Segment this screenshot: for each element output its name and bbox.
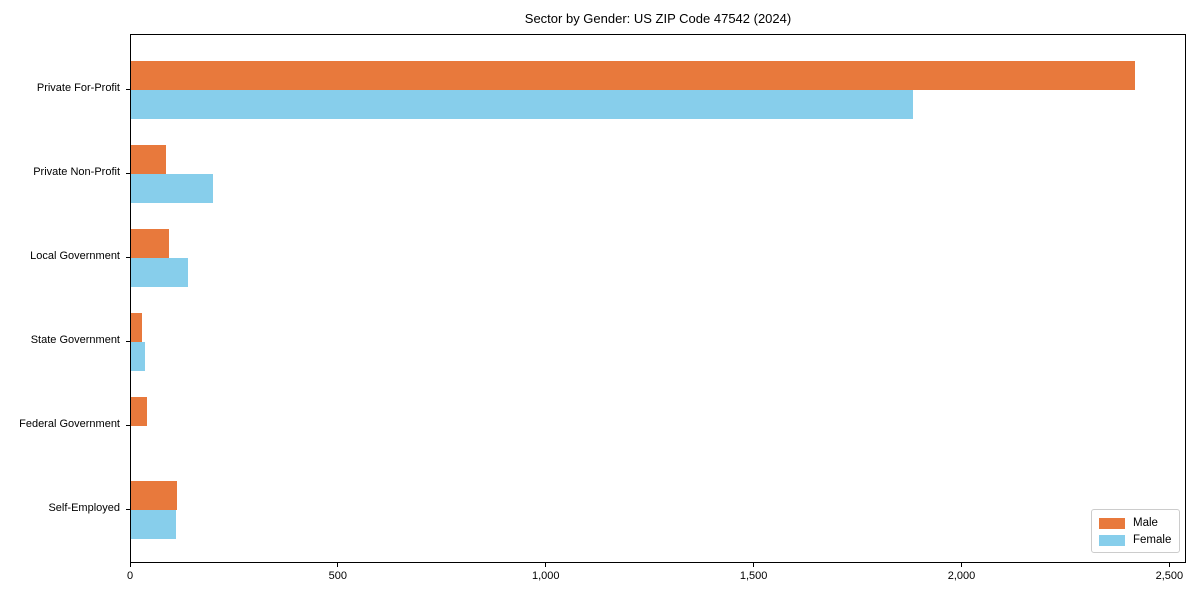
bar-female-private-for-profit xyxy=(131,89,913,119)
legend: Male Female xyxy=(1091,509,1180,553)
y-tick-mark xyxy=(126,172,130,174)
legend-swatch-female xyxy=(1099,534,1125,546)
legend-item-male: Male xyxy=(1099,515,1172,531)
x-tick-label-0: 0 xyxy=(126,570,134,582)
x-tick-label-500: 500 xyxy=(328,570,348,582)
x-tick-mark xyxy=(545,563,547,567)
legend-item-female: Female xyxy=(1099,532,1172,548)
x-tick-mark xyxy=(960,563,962,567)
bar-female-state-government xyxy=(131,342,145,371)
x-tick-label-2000: 2,000 xyxy=(947,570,976,582)
legend-label-female: Female xyxy=(1133,534,1172,546)
y-tick-mark xyxy=(126,256,130,258)
bar-male-local-government xyxy=(131,228,170,258)
x-tick-mark xyxy=(337,563,339,567)
x-tick-label-2500: 2,500 xyxy=(1155,570,1184,582)
y-tick-mark xyxy=(126,341,130,342)
x-tick-mark xyxy=(129,563,131,567)
y-axis-label-federal-government: Federal Government xyxy=(19,418,120,431)
bar-male-private-for-profit xyxy=(131,60,1136,90)
bar-female-self-employed xyxy=(131,510,176,540)
bar-male-self-employed xyxy=(131,481,177,511)
x-tick-mark xyxy=(753,563,755,567)
x-tick-label-1000: 1,000 xyxy=(531,570,560,582)
bar-female-private-non-profit xyxy=(131,173,213,203)
x-tick-label-1500: 1,500 xyxy=(739,570,768,582)
bar-male-federal-government xyxy=(131,397,147,427)
legend-swatch-male xyxy=(1099,517,1125,529)
y-axis-label-private-for-profit: Private For-Profit xyxy=(36,81,120,94)
bar-male-private-non-profit xyxy=(131,144,166,174)
x-tick-mark xyxy=(1168,563,1170,567)
y-axis-label-state-government: State Government xyxy=(30,334,120,346)
chart-title: Sector by Gender: US ZIP Code 47542 (202… xyxy=(524,11,792,26)
y-tick-mark xyxy=(126,88,130,90)
plot-area xyxy=(130,34,1186,563)
y-tick-mark xyxy=(126,425,130,427)
y-tick-mark xyxy=(126,509,130,511)
y-axis-label-private-non-profit: Private Non-Profit xyxy=(33,165,120,178)
bar-female-local-government xyxy=(131,257,189,287)
y-axis-label-self-employed: Self-Employed xyxy=(48,502,120,515)
y-axis-label-local-government: Local Government xyxy=(30,249,120,262)
legend-label-male: Male xyxy=(1133,517,1158,529)
bar-male-state-government xyxy=(131,313,142,342)
